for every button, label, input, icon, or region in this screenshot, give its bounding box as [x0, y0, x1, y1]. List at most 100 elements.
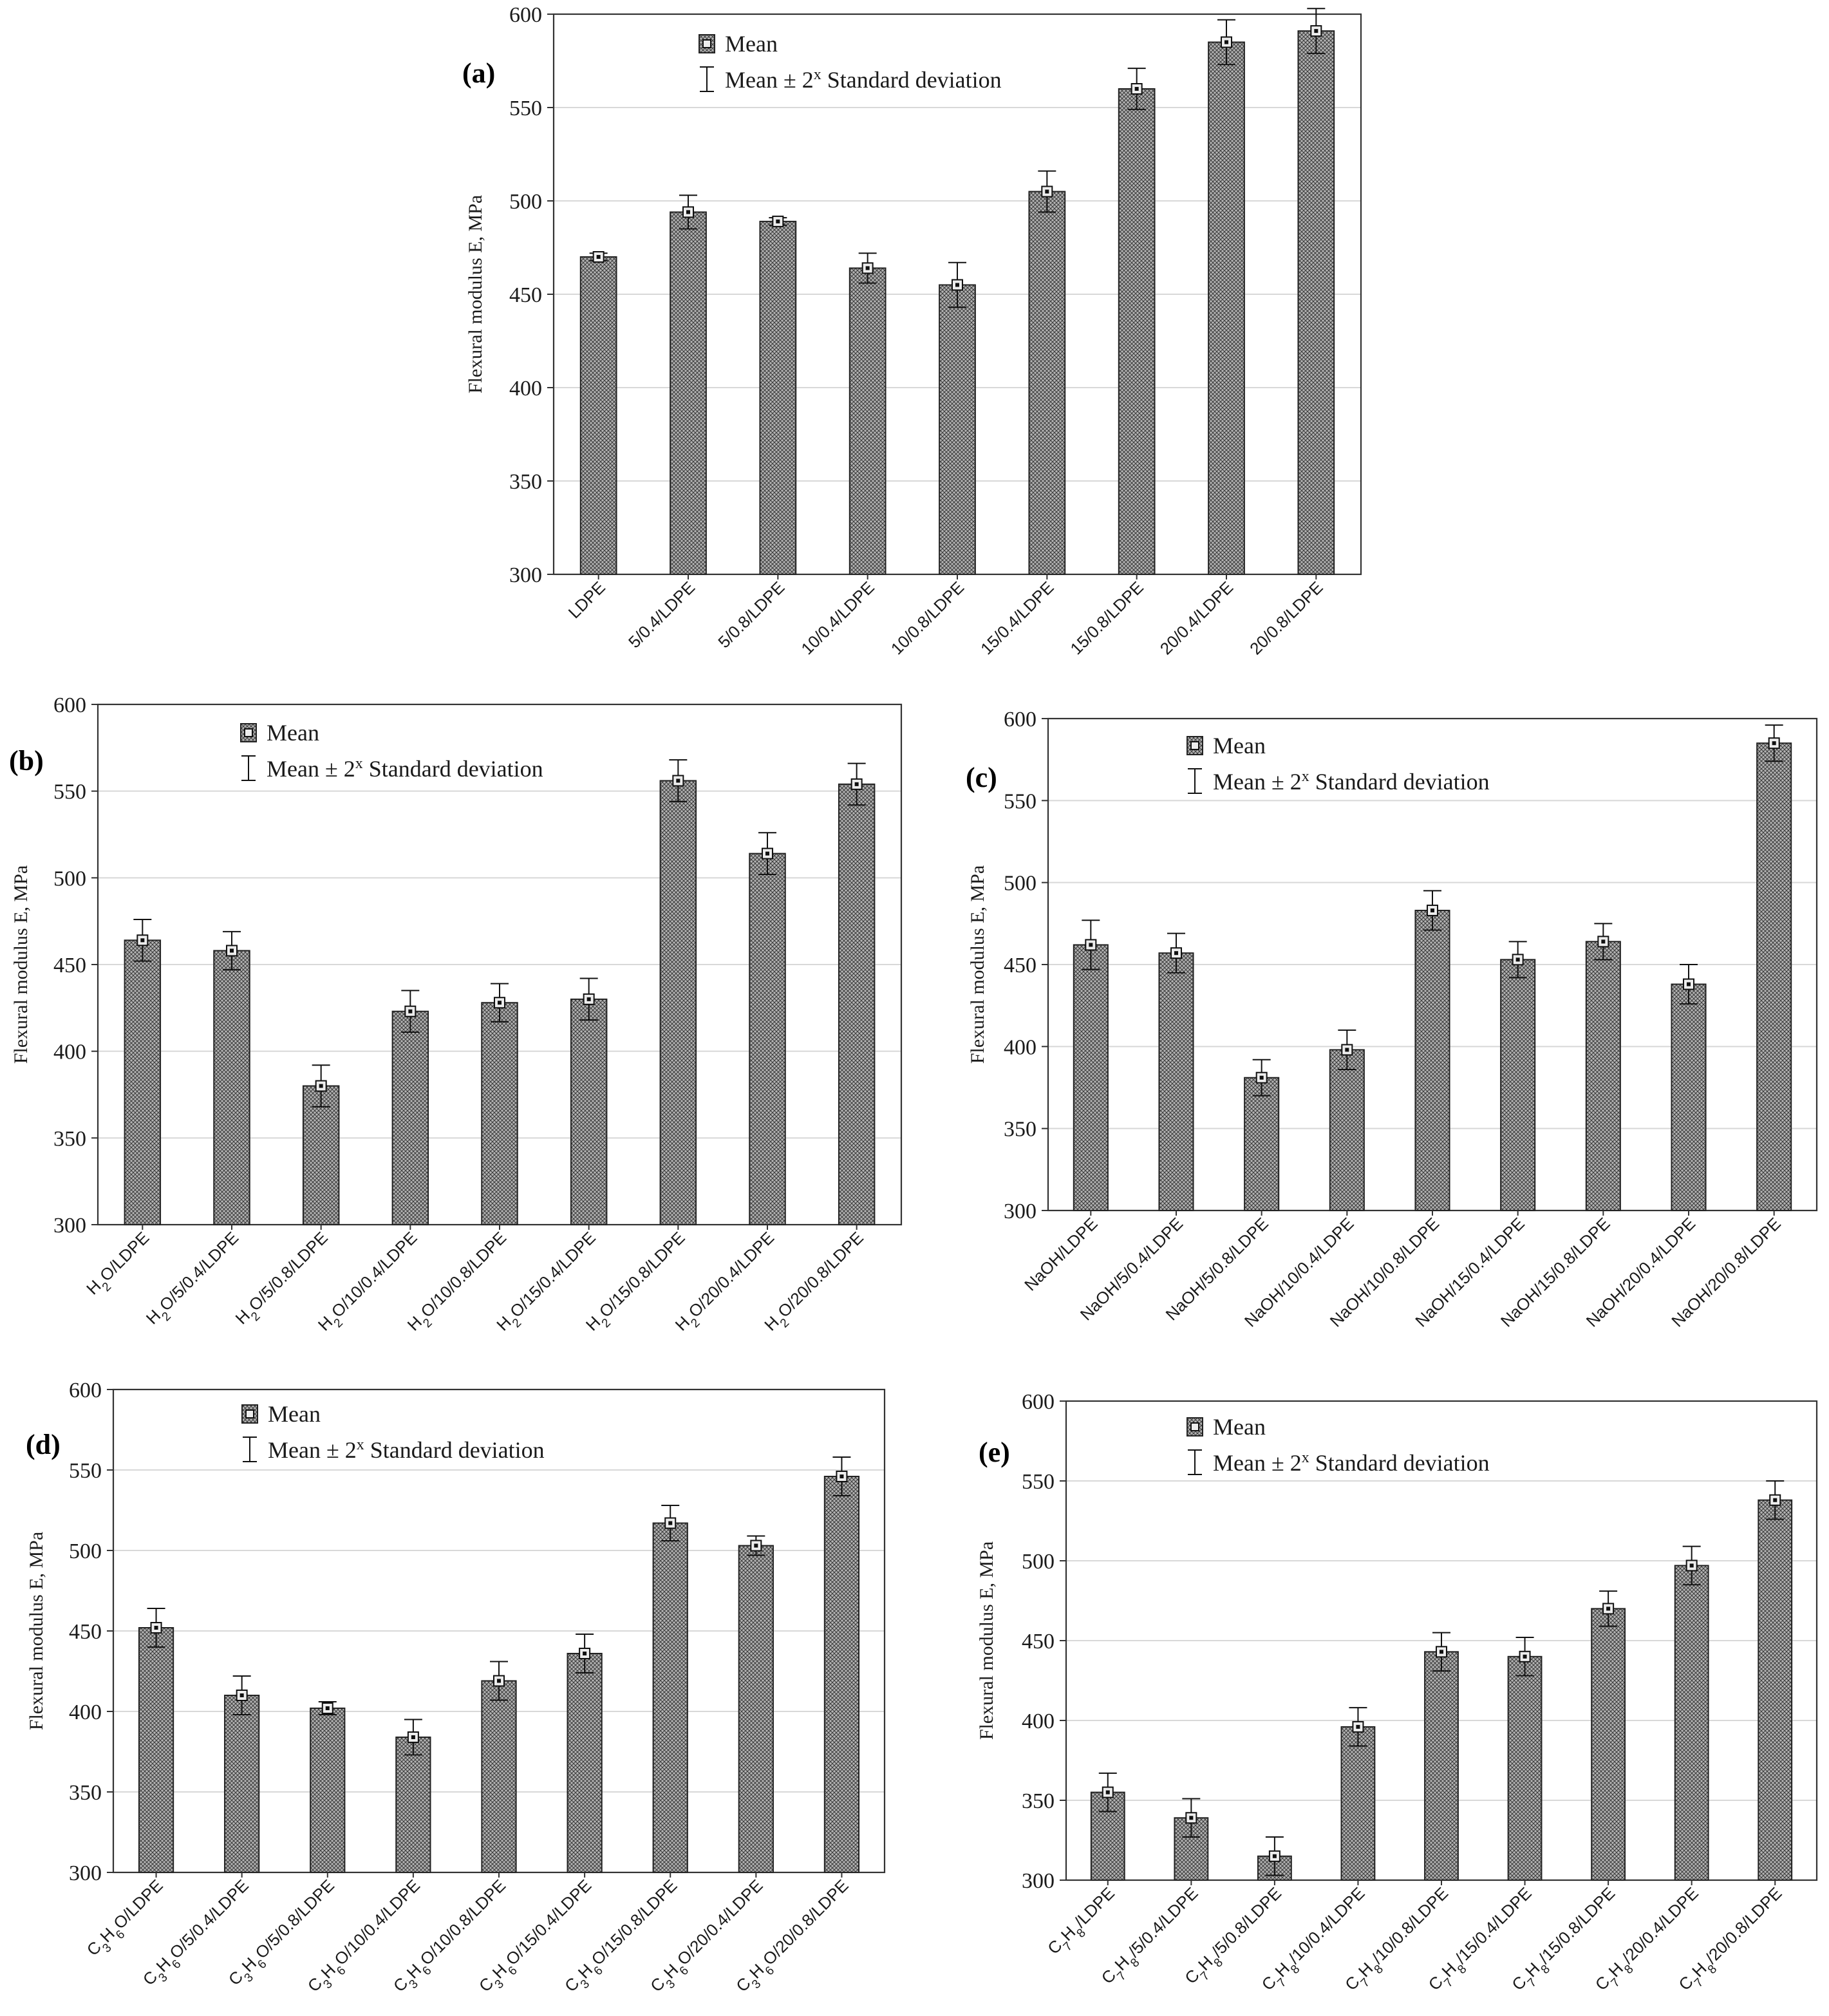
legend-mean-marker	[244, 728, 253, 737]
panel-label: (e)	[979, 1437, 1010, 1468]
legend: Mean Mean ± 2x Standard deviation	[1187, 1414, 1490, 1476]
mean-marker-dot	[1689, 1563, 1694, 1568]
legend: Mean Mean ± 2x Standard deviation	[241, 1401, 545, 1463]
mean-marker-dot	[1174, 951, 1178, 956]
y-tick-label: 400	[509, 377, 542, 400]
mean-marker-dot	[497, 1679, 501, 1683]
legend-mean-marker	[1190, 1422, 1199, 1431]
y-tick-label: 300	[53, 1214, 86, 1238]
mean-marker-dot	[854, 782, 859, 786]
y-tick-label: 500	[509, 190, 542, 214]
bar	[1591, 1608, 1626, 1881]
mean-marker-dot	[319, 1084, 323, 1088]
y-tick-label: 450	[1004, 954, 1036, 977]
mean-marker-dot	[586, 997, 591, 1001]
y-axis-label: Flexural modulus E, MPa	[967, 865, 988, 1064]
bar	[849, 267, 886, 575]
mean-marker-dot	[1345, 1048, 1349, 1052]
y-tick-label: 400	[53, 1041, 86, 1064]
mean-marker-dot	[955, 283, 959, 287]
panel-label: (c)	[966, 762, 997, 793]
mean-marker-dot	[1272, 1854, 1277, 1858]
y-tick-label: 400	[1004, 1035, 1036, 1059]
bar	[939, 284, 976, 575]
y-tick-label: 600	[69, 1379, 102, 1402]
panel-label: (d)	[26, 1429, 61, 1460]
bar	[738, 1545, 774, 1873]
mean-marker-dot	[668, 1521, 673, 1525]
y-tick-label: 400	[69, 1700, 102, 1724]
mean-marker-dot	[1189, 1816, 1194, 1820]
y-tick-label: 500	[69, 1540, 102, 1563]
bar	[124, 939, 162, 1225]
y-tick-label: 550	[1022, 1470, 1055, 1494]
y-tick-label: 550	[69, 1459, 102, 1483]
y-axis-label: Flexural modulus E, MPa	[465, 195, 486, 393]
y-tick-label: 600	[509, 3, 542, 27]
mean-marker-dot	[1045, 189, 1049, 194]
mean-marker-dot	[1259, 1075, 1264, 1080]
legend: Mean Mean ± 2x Standard deviation	[240, 720, 543, 782]
mean-marker-dot	[1105, 1790, 1110, 1795]
bar	[481, 1002, 518, 1225]
y-tick-label: 600	[53, 693, 86, 717]
panel-label: (a)	[462, 57, 495, 89]
bar	[1671, 983, 1707, 1212]
bar	[1208, 41, 1245, 575]
mean-marker-dot	[865, 266, 870, 270]
bar	[1585, 941, 1621, 1211]
bar	[759, 220, 797, 575]
mean-marker-dot	[498, 1001, 502, 1005]
y-tick-label: 450	[1022, 1630, 1055, 1653]
mean-marker-dot	[754, 1543, 758, 1548]
legend: Mean Mean ± 2x Standard deviation	[699, 31, 1002, 93]
y-tick-label: 500	[53, 867, 86, 890]
y-tick-label: 450	[69, 1620, 102, 1644]
mean-marker-dot	[1440, 1650, 1443, 1654]
bar	[1674, 1565, 1709, 1881]
mean-marker-dot	[1134, 87, 1139, 91]
y-tick-label: 350	[1022, 1789, 1055, 1813]
mean-marker-dot	[1430, 908, 1434, 912]
y-tick-label: 400	[1022, 1710, 1055, 1733]
legend-mean-label: Mean	[1213, 733, 1266, 758]
bar	[567, 1653, 603, 1873]
bar	[213, 950, 250, 1226]
bar	[1090, 1791, 1125, 1881]
y-tick-label: 600	[1022, 1390, 1055, 1414]
bar	[659, 780, 697, 1226]
mean-marker-dot	[1523, 1654, 1527, 1659]
bar	[1758, 1499, 1793, 1881]
y-tick-label: 300	[1022, 1869, 1055, 1893]
y-tick-label: 450	[509, 283, 542, 307]
mean-marker-dot	[1314, 29, 1318, 33]
bar	[1028, 191, 1066, 575]
legend-mean-marker	[702, 39, 711, 48]
y-tick-label: 300	[69, 1861, 102, 1885]
y-tick-label: 300	[509, 563, 542, 587]
legend-sd-label: Mean ± 2x Standard deviation	[1213, 768, 1490, 795]
mean-marker-dot	[408, 1009, 413, 1013]
panel-label: (b)	[9, 745, 44, 777]
bar	[1340, 1726, 1376, 1881]
mean-marker-dot	[1606, 1606, 1611, 1611]
y-tick-label: 350	[69, 1781, 102, 1805]
legend-mean-label: Mean	[725, 31, 778, 57]
y-tick-label: 550	[1004, 789, 1036, 813]
y-tick-label: 350	[53, 1127, 86, 1151]
legend-sd-label: Mean ± 2x Standard deviation	[725, 66, 1002, 93]
legend-mean-marker	[245, 1409, 254, 1418]
legend-mean-swatch	[1187, 1417, 1203, 1437]
bar	[1756, 742, 1792, 1211]
y-tick-label: 350	[1004, 1118, 1036, 1142]
bar	[652, 1522, 688, 1873]
legend-mean-label: Mean	[1213, 1414, 1266, 1440]
legend-sd-label: Mean ± 2x Standard deviation	[1213, 1449, 1490, 1476]
bar	[302, 1085, 340, 1225]
mean-marker-dot	[676, 778, 680, 783]
bar	[579, 256, 617, 575]
y-tick-label: 300	[1004, 1200, 1036, 1223]
mean-marker-dot	[596, 255, 601, 259]
